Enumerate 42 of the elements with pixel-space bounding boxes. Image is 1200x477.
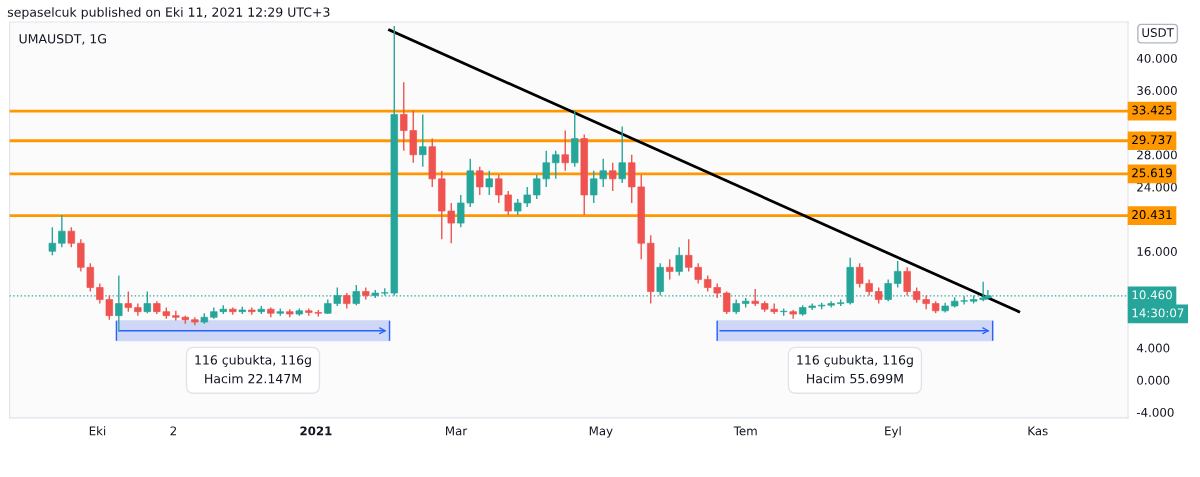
- text: UMAUSDT, 1G: [19, 34, 106, 45]
- candlestick: [67, 226, 76, 248]
- y-tick-label: 40.000: [1136, 53, 1177, 63]
- ref-line-label: 10.460: [1132, 290, 1172, 300]
- x-tick-label: Mar: [446, 426, 468, 436]
- candlestick: [609, 162, 617, 192]
- annotation: 116 çubukta, 116g Hacim 55.699M: [797, 354, 913, 384]
- candlestick: [561, 129, 569, 172]
- candlestick: [58, 214, 66, 248]
- candlestick: [894, 260, 902, 289]
- ref-line-label: 33.425: [1132, 105, 1172, 115]
- x-tick-label: Tem: [733, 426, 757, 436]
- candlestick: [419, 113, 427, 168]
- candlestick: [903, 266, 911, 297]
- candlestick: [675, 246, 683, 277]
- x-tick-label: May: [589, 426, 613, 438]
- text: 14:30:07: [1132, 308, 1184, 318]
- candlestick: [124, 290, 132, 313]
- y-axis-title: USDT: [1142, 28, 1174, 38]
- x-tick-label: 2021: [300, 426, 332, 436]
- y-tick-label: 24.000: [1137, 182, 1177, 192]
- y-tick-label: 28.000: [1137, 150, 1177, 160]
- candlestick: [48, 226, 57, 256]
- x-tick-label: Eki: [89, 426, 106, 436]
- x-tick-label: Eyl: [885, 426, 901, 438]
- y-tick-label: 16.000: [1137, 247, 1177, 256]
- text: sepaselcuk published on Eki 11, 2021 12:29 UTC+3: [7, 7, 330, 20]
- candlestick: [666, 258, 674, 281]
- ref-line-label: 29.737: [1132, 135, 1172, 145]
- candlestick: [618, 125, 626, 184]
- candlestick: [552, 149, 560, 180]
- ref-line-label: 25.619: [1132, 168, 1172, 178]
- y-tick-label: 0.000: [1137, 375, 1170, 385]
- candlestick: [485, 170, 493, 196]
- y-tick-label: 36.000: [1137, 86, 1177, 95]
- ref-line-label: 20.431: [1132, 210, 1172, 220]
- annotation: 116 çubukta, 116g Hacim 22.147M: [195, 354, 311, 384]
- x-tick-label: Kas: [1028, 426, 1048, 436]
- x-tick-label: 2: [170, 426, 177, 436]
- y-tick-label: -4.000: [1136, 407, 1174, 417]
- candlestick: [476, 166, 484, 196]
- y-tick-label: 4.000: [1136, 343, 1170, 353]
